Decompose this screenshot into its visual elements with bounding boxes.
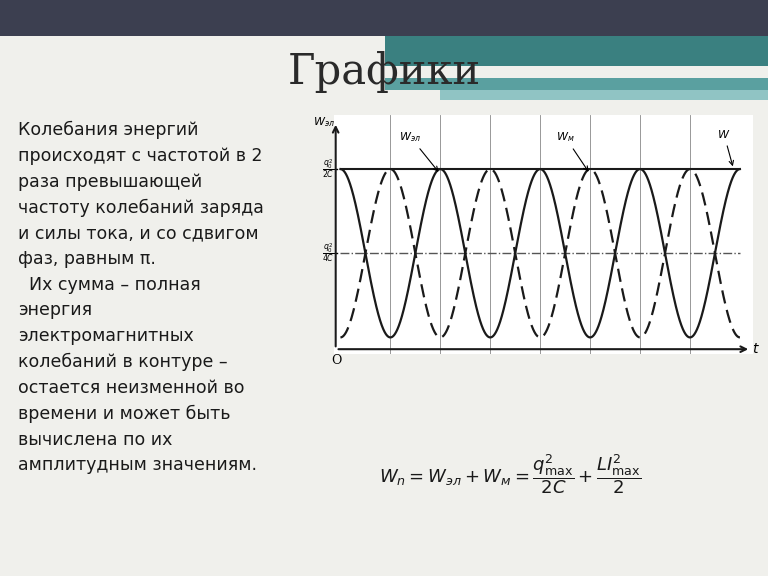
Text: $W_n = W_{\mathit{эл}} + W_{\mathit{м}} = \dfrac{q^2_{\max}}{2C} + \dfrac{LI^2_{: $W_n = W_{\mathit{эл}} + W_{\mathit{м}} … [379,453,642,497]
Text: O: O [331,354,342,367]
Text: $\frac{q_0^2}{2C}$: $\frac{q_0^2}{2C}$ [323,158,335,180]
Bar [440,66,768,78]
Text: Колебания энергий
происходят с частотой в 2
раза превышающей
частоту колебаний з: Колебания энергий происходят с частотой … [18,121,264,475]
Text: $W$: $W$ [717,128,733,165]
Bar [385,78,768,90]
Text: $\frac{q_0^2}{4C}$: $\frac{q_0^2}{4C}$ [323,242,335,264]
Text: Графики: Графики [287,51,481,93]
Text: $W_{эл}$: $W_{эл}$ [313,115,335,129]
Text: $W_{эл}$: $W_{эл}$ [399,130,438,171]
Bar [440,90,768,100]
Text: $t$: $t$ [752,342,760,356]
Text: $W_{м}$: $W_{м}$ [556,130,588,170]
Bar [385,36,768,66]
Bar [0,0,768,36]
